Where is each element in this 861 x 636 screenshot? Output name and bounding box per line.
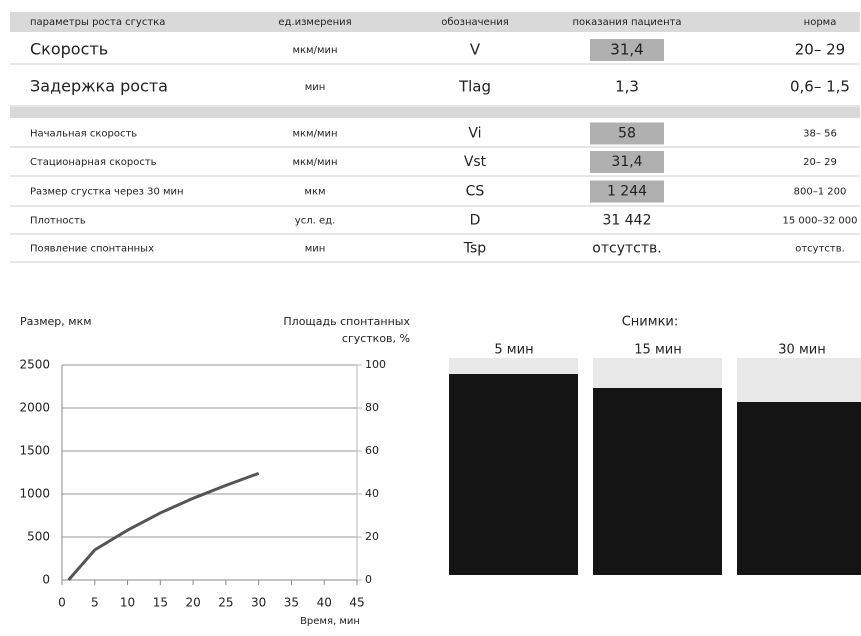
photo-label: 15 мин [634,343,681,358]
table-cell: 58 [618,126,636,142]
x-tick-label: 0 [58,596,66,610]
table-cell: мин [305,82,326,93]
table-cell: Tsp [463,241,487,257]
photo [449,358,578,575]
photo [593,358,722,575]
photos-title: Снимки: [622,315,679,330]
table-cell: 31,4 [611,154,642,170]
table-cell: Vst [464,154,487,170]
table-cell: Размер сгустка через 30 мин [30,187,184,198]
table-cell: V [470,41,481,59]
table-cell: мкм/мин [292,45,337,56]
y2-tick-label: 0 [365,573,372,586]
x-tick-label: 45 [349,596,364,610]
table-cell: Tlag [458,78,491,96]
document: параметры роста сгустка ед.измерения обозн… [0,0,861,632]
table-cell: D [470,213,481,229]
x-axis-label: Время, мин [300,616,360,627]
table-cell: 38– 56 [803,129,837,140]
header-cell: норма [804,17,837,28]
y-tick-label: 2500 [19,358,50,372]
photo-clot [593,358,722,388]
table-cell: отсутств. [592,241,661,257]
table-cell: мин [305,244,326,255]
table-cell: 31 442 [603,213,652,229]
table-cell: 0,6– 1,5 [790,78,850,96]
table-cell: 20– 29 [803,157,837,168]
y2-tick-label: 80 [365,401,379,414]
photo-clot [737,358,861,402]
series-line [69,473,259,580]
y2-axis-label: сгустков, % [342,332,410,345]
y2-axis-label: Площадь спонтанных [283,315,410,328]
table-cell: усл. ед. [295,216,335,227]
x-tick-label: 5 [91,596,99,610]
table-cell: Скорость [30,40,108,59]
table-cell: мкм/мин [292,129,337,140]
header-cell: ед.измерения [278,17,351,28]
table-cell: CS [466,184,485,200]
page: параметры роста сгустка ед.измерения обозн… [0,0,861,632]
y-tick-label: 500 [27,530,50,544]
x-tick-label: 25 [218,596,233,610]
x-tick-label: 35 [284,596,299,610]
x-tick-label: 10 [120,596,135,610]
table-cell: 1,3 [615,78,639,96]
y-tick-label: 2000 [19,401,50,415]
y2-tick-label: 40 [365,487,379,500]
table-cell: 800–1 200 [794,187,847,198]
x-tick-label: 40 [317,596,332,610]
y-tick-label: 1500 [19,444,50,458]
table-cell: мкм/мин [292,157,337,168]
y2-tick-label: 60 [365,444,379,457]
y-tick-label: 1000 [19,487,50,501]
table-cell: Задержка роста [30,77,168,96]
y2-tick-label: 20 [365,530,379,543]
table-cell: Vi [468,126,481,142]
photo-label: 5 мин [494,343,533,358]
x-tick-label: 30 [251,596,266,610]
table-cell: 31,4 [610,41,643,59]
group-separator [10,107,860,118]
y-tick-label: 0 [42,573,50,587]
photo-clot [449,358,578,374]
table-cell: 15 000–32 000 [783,216,858,227]
x-tick-label: 15 [153,596,168,610]
table-cell: отсутств. [795,244,845,255]
table-cell: мкм [304,187,325,198]
table-cell: Плотность [30,216,86,227]
y2-tick-label: 100 [365,358,386,371]
photo-label: 30 мин [778,343,825,358]
header-cell: обозначения [441,17,509,28]
y-axis-label: Размер, мкм [20,315,92,328]
table-cell: 1 244 [607,184,647,200]
x-tick-label: 20 [185,596,200,610]
table-cell: Начальная скорость [30,129,137,140]
header-cell: показания пациента [572,17,681,28]
table-cell: Стационарная скорость [30,157,157,168]
table-cell: 20– 29 [795,41,845,59]
header-cell: параметры роста сгустка [30,17,165,28]
table-cell: Появление спонтанных [30,244,154,255]
